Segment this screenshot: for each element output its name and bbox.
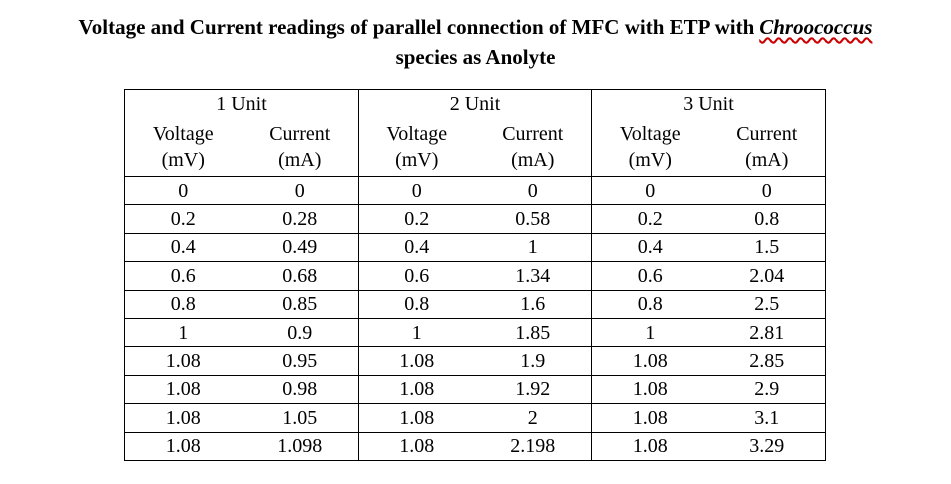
cell: 0.85 [241, 289, 359, 319]
subheader-line: (mA) [278, 149, 322, 171]
data-row: 1 0.9 1 1.85 1 2.81 [124, 317, 826, 347]
cell: 1.08 [358, 374, 475, 404]
cell: 0.4 [358, 232, 475, 262]
cell: 1 [124, 317, 242, 347]
subheader-line: (mV) [161, 149, 205, 171]
cell: 0.8 [591, 289, 709, 319]
cell: 3.29 [708, 431, 826, 461]
group-header: 2 Unit [358, 89, 592, 118]
title-text: Voltage and Current readings of parallel… [78, 15, 755, 39]
data-row: 0.2 0.28 0.2 0.58 0.2 0.8 [124, 204, 826, 234]
cell: 1.08 [591, 403, 709, 433]
cell: 1.08 [358, 403, 475, 433]
subheader-line: Current [736, 123, 798, 145]
cell: 1.34 [474, 261, 592, 291]
subheader-line: (mV) [628, 149, 672, 171]
cell: 2 [474, 403, 592, 433]
cell: 0.58 [474, 204, 592, 234]
cell: 3.1 [708, 403, 826, 433]
cell: 0.8 [358, 289, 475, 319]
data-row: 0.4 0.49 0.4 1 0.4 1.5 [124, 232, 826, 262]
title-line: Voltage and Current readings of parallel… [0, 15, 951, 40]
cell: 0.4 [591, 232, 709, 262]
cell: 1.08 [124, 431, 242, 461]
group-header-row: 1 Unit 2 Unit 3 Unit [124, 89, 826, 118]
cell: 2.04 [708, 261, 826, 291]
species-name: Chroococcus [759, 15, 873, 39]
cell: 0.8 [708, 204, 826, 234]
cell: 1.098 [241, 431, 359, 461]
cell: 2.81 [708, 317, 826, 347]
cell: 0 [591, 175, 709, 205]
subheader-row: Voltage (mV) Current (mA) Voltage (mV) Current… [124, 118, 826, 177]
cell: 0 [474, 175, 592, 205]
subheader: Voltage (mV) [358, 118, 475, 177]
cell: 0.95 [241, 346, 359, 376]
cell: 0.6 [124, 261, 242, 291]
cell: 1.08 [591, 374, 709, 404]
subheader-line: (mV) [395, 149, 439, 171]
title-line: species as Anolyte [395, 45, 556, 69]
cell: 0 [124, 175, 242, 205]
cell: 0.49 [241, 232, 359, 262]
cell: 1.6 [474, 289, 592, 319]
cell: 1.08 [358, 346, 475, 376]
cell: 1.08 [591, 346, 709, 376]
cell: 2.5 [708, 289, 826, 319]
subheader-line: Current [502, 123, 564, 145]
data-row: 1.08 0.98 1.08 1.92 1.08 2.9 [124, 374, 826, 404]
cell: 0 [708, 175, 826, 205]
subheader: Current (mA) [474, 118, 592, 177]
cell: 1.08 [358, 431, 475, 461]
group-header: 1 Unit [124, 89, 359, 118]
cell: 1.08 [124, 403, 242, 433]
cell: 1.05 [241, 403, 359, 433]
subheader: Voltage (mV) [591, 118, 709, 177]
cell: 0 [241, 175, 359, 205]
cell: 2.9 [708, 374, 826, 404]
cell: 1.08 [124, 346, 242, 376]
cell: 1.92 [474, 374, 592, 404]
subheader-line: Voltage [152, 123, 214, 145]
cell: 1.08 [591, 431, 709, 461]
cell: 0.2 [124, 204, 242, 234]
subheader: Current (mA) [241, 118, 359, 177]
cell: 1 [591, 317, 709, 347]
cell: 0.2 [591, 204, 709, 234]
data-row: 0.6 0.68 0.6 1.34 0.6 2.04 [124, 261, 826, 291]
subheader: Current (mA) [708, 118, 826, 177]
cell: 1.5 [708, 232, 826, 262]
cell: 1.85 [474, 317, 592, 347]
data-row: 1.08 1.05 1.08 2 1.08 3.1 [124, 403, 826, 433]
subheader-line: Current [269, 123, 331, 145]
subheader-line: (mA) [511, 149, 555, 171]
subheader: Voltage (mV) [124, 118, 242, 177]
cell: 0.9 [241, 317, 359, 347]
cell: 0.6 [358, 261, 475, 291]
cell: 0.98 [241, 374, 359, 404]
cell: 0.28 [241, 204, 359, 234]
cell: 0.4 [124, 232, 242, 262]
cell: 1 [474, 232, 592, 262]
subheader-line: Voltage [619, 123, 681, 145]
data-table: 1 Unit 2 Unit 3 Unit Voltage (mV) Current (mA)… [124, 89, 826, 461]
cell: 0.2 [358, 204, 475, 234]
cell: 0.68 [241, 261, 359, 291]
cell: 2.85 [708, 346, 826, 376]
cell: 0 [358, 175, 475, 205]
subheader-line: (mA) [745, 149, 789, 171]
subheader-line: Voltage [386, 123, 448, 145]
cell: 0.6 [591, 261, 709, 291]
data-row: 1.08 1.098 1.08 2.198 1.08 3.29 [124, 431, 826, 461]
cell: 1.9 [474, 346, 592, 376]
cell: 0.8 [124, 289, 242, 319]
data-row: 0.8 0.85 0.8 1.6 0.8 2.5 [124, 289, 826, 319]
cell: 2.198 [474, 431, 592, 461]
cell: 1.08 [124, 374, 242, 404]
group-header: 3 Unit [591, 89, 826, 118]
cell: 1 [358, 317, 475, 347]
data-row: 1.08 0.95 1.08 1.9 1.08 2.85 [124, 346, 826, 376]
